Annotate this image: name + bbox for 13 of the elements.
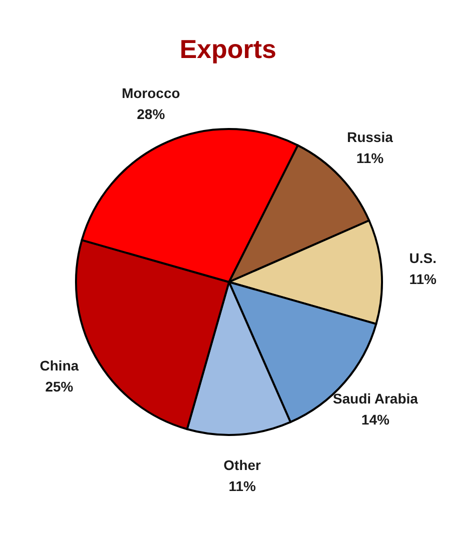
chart-title: Exports — [180, 34, 276, 64]
slice-label: Morocco — [122, 85, 180, 102]
data-label: 25% — [45, 378, 74, 394]
slice-label: China — [40, 358, 79, 374]
slice-label: Other — [224, 456, 262, 473]
slice-label: Saudi Arabia — [332, 390, 418, 407]
data-label: 14% — [361, 412, 390, 428]
data-label: 11% — [409, 270, 438, 287]
slice-label: Russia — [346, 129, 394, 146]
slice-label: U.S. — [409, 250, 436, 266]
data-label: 28% — [136, 106, 166, 122]
data-label: 11% — [228, 478, 256, 494]
data-label: 11% — [356, 150, 384, 166]
